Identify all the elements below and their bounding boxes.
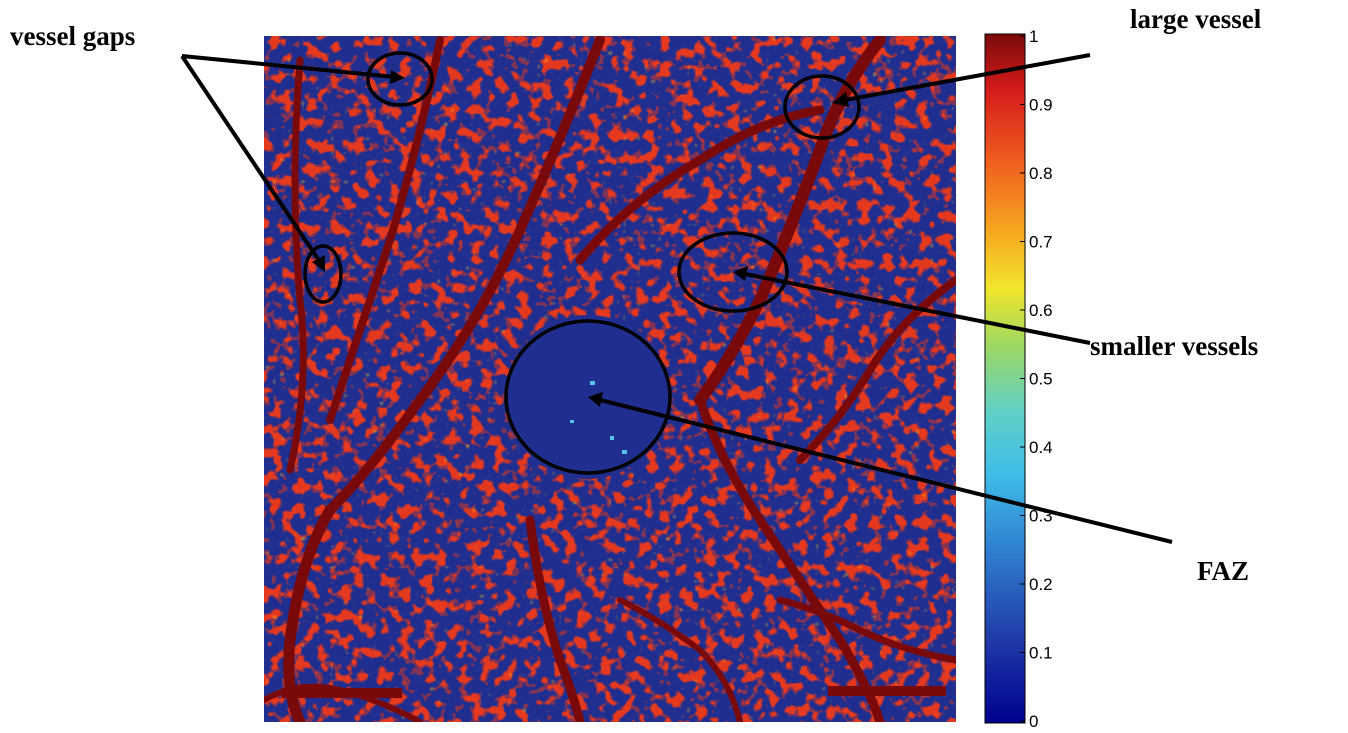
vessel-gaps-pointers	[180, 54, 405, 272]
faz-speckles	[570, 381, 627, 454]
large-vessel-circle	[783, 74, 861, 140]
colorbar-tick-label: 0	[1029, 712, 1038, 731]
vessel-density-map	[264, 36, 956, 722]
colorbar-tick-label: 0.6	[1029, 301, 1053, 320]
vessel-gap-circle-top	[366, 51, 434, 107]
label-smaller-vessels: smaller vessels	[1090, 331, 1258, 361]
colorbar-tick-label: 0.9	[1029, 96, 1053, 115]
scale-bar-right	[828, 686, 946, 696]
label-vessel-gaps: vessel gaps	[10, 21, 135, 51]
smaller-vessels-pointer	[733, 266, 1091, 345]
colorbar-tick-label: 0.8	[1029, 164, 1053, 183]
colorbar-tick-label: 1	[1029, 27, 1038, 46]
scale-bar-left	[282, 688, 402, 698]
large-vessel-pointer	[832, 53, 1091, 107]
large-vessel-network	[264, 36, 956, 722]
colorbar-tick-label: 0.4	[1029, 438, 1053, 457]
colorbar-gradient	[984, 33, 1026, 724]
smaller-vessels-circle	[677, 231, 789, 313]
colorbar-tick-label: 0.2	[1029, 575, 1053, 594]
vessel-gap-circle-left	[303, 244, 343, 304]
colorbar: 00.10.20.30.40.50.60.70.80.91	[984, 27, 1053, 731]
colorbar-tick-label: 0.5	[1029, 370, 1053, 389]
label-faz: FAZ	[1197, 556, 1249, 586]
colorbar-tick-label: 0.7	[1029, 233, 1053, 252]
colorbar-tick-label: 0.1	[1029, 644, 1053, 663]
faz-circle	[504, 319, 672, 475]
faz-pointer	[588, 392, 1173, 544]
label-large-vessel: large vessel	[1130, 4, 1262, 34]
